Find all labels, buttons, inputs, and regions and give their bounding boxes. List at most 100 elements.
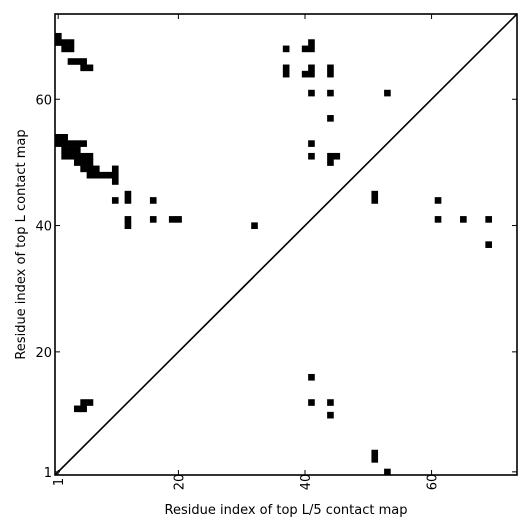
contact-cell <box>371 190 379 198</box>
contact-cell <box>73 146 81 154</box>
contact-cell <box>327 89 334 97</box>
contact-cell <box>80 399 87 406</box>
contact-cell <box>111 171 119 179</box>
contact-cell <box>55 32 62 40</box>
contact-cell <box>434 216 442 223</box>
contact-cell <box>282 70 290 78</box>
contact-cell <box>86 159 94 166</box>
contact-cell <box>485 216 492 223</box>
contact-cell <box>308 39 315 46</box>
x-tick-label: 40 <box>299 474 314 491</box>
contact-cell <box>333 152 341 160</box>
contact-cell <box>80 152 87 160</box>
contact-cell <box>327 159 334 166</box>
contact-cell <box>111 165 119 173</box>
contact-cell <box>67 146 75 154</box>
contact-cell <box>55 133 62 141</box>
contact-cell <box>301 45 309 53</box>
y-tick-label: 40 <box>35 220 52 235</box>
contact-cell <box>327 411 334 419</box>
contact-cell <box>175 216 182 223</box>
contact-cell <box>67 39 75 46</box>
contact-cell <box>73 405 81 413</box>
contact-cell <box>86 64 94 72</box>
contact-cell <box>327 70 334 78</box>
contact-cell <box>460 216 467 223</box>
contact-cell <box>308 140 315 147</box>
contact-cell <box>149 197 157 204</box>
contact-cell <box>251 222 258 230</box>
contact-cell <box>308 64 315 72</box>
contact-cell <box>485 241 492 248</box>
contact-cell <box>73 152 81 160</box>
x-tick-label: 20 <box>172 474 187 491</box>
contact-cell <box>327 64 334 72</box>
contact-cell <box>61 39 68 46</box>
contact-cell <box>73 140 81 147</box>
contact-cell <box>67 45 75 53</box>
contact-cell <box>282 45 290 53</box>
contact-cell <box>86 171 94 179</box>
y-tick-label: 1 <box>44 466 52 481</box>
contact-cell <box>61 45 68 53</box>
contact-cell <box>384 468 391 476</box>
contact-cell <box>92 171 100 179</box>
contact-cell <box>327 115 334 122</box>
contact-cell <box>86 152 94 160</box>
contact-marks <box>55 32 492 476</box>
contact-cell <box>61 146 68 154</box>
contact-cell <box>73 159 81 166</box>
contact-cell <box>308 373 315 381</box>
contact-cell <box>67 140 75 147</box>
contact-cell <box>80 405 87 413</box>
contact-cell <box>308 89 315 97</box>
contact-cell <box>67 152 75 160</box>
contact-cell <box>61 152 68 160</box>
contact-cell <box>149 216 157 223</box>
contact-cell <box>168 216 176 223</box>
contact-cell <box>371 449 379 457</box>
x-tick-label: 60 <box>426 474 441 491</box>
contact-cell <box>124 222 132 230</box>
contact-cell <box>111 178 119 185</box>
contact-cell <box>67 58 75 65</box>
contact-cell <box>111 197 119 204</box>
contact-cell <box>308 152 315 160</box>
contact-cell <box>86 165 94 173</box>
x-axis-label: Residue index of top L/5 contact map <box>165 503 408 518</box>
contact-cell <box>327 152 334 160</box>
contact-cell <box>80 58 87 65</box>
axis-ticks: 1 20 40 60 1 20 40 60 <box>35 14 517 490</box>
contact-cell <box>55 140 62 147</box>
diagonal-line <box>54 13 518 476</box>
contact-cell <box>308 399 315 406</box>
contact-cell <box>124 216 132 223</box>
x-tick-label: 1 <box>52 478 67 486</box>
contact-cell <box>124 190 132 198</box>
contact-cell <box>80 159 87 166</box>
y-axis-label: Residue index of top L contact map <box>14 129 29 359</box>
contact-cell <box>105 171 113 179</box>
contact-cell <box>61 140 68 147</box>
contact-cell <box>55 39 62 46</box>
contact-cell <box>371 197 379 204</box>
contact-cell <box>124 197 132 204</box>
contact-cell <box>99 171 106 179</box>
y-tick-label: 20 <box>35 346 52 361</box>
contact-cell <box>301 70 309 78</box>
contact-cell <box>92 165 100 173</box>
contact-cell <box>384 89 391 97</box>
contact-cell <box>371 456 379 463</box>
contact-cell <box>86 399 94 406</box>
contact-cell <box>80 140 87 147</box>
contact-cell <box>308 70 315 78</box>
plot-frame <box>54 13 518 476</box>
contact-cell <box>327 399 334 406</box>
contact-cell <box>73 58 81 65</box>
contact-cell <box>80 64 87 72</box>
y-tick-label: 60 <box>35 93 52 108</box>
contact-cell <box>80 165 87 173</box>
contact-cell <box>282 64 290 72</box>
contact-cell <box>61 133 68 141</box>
